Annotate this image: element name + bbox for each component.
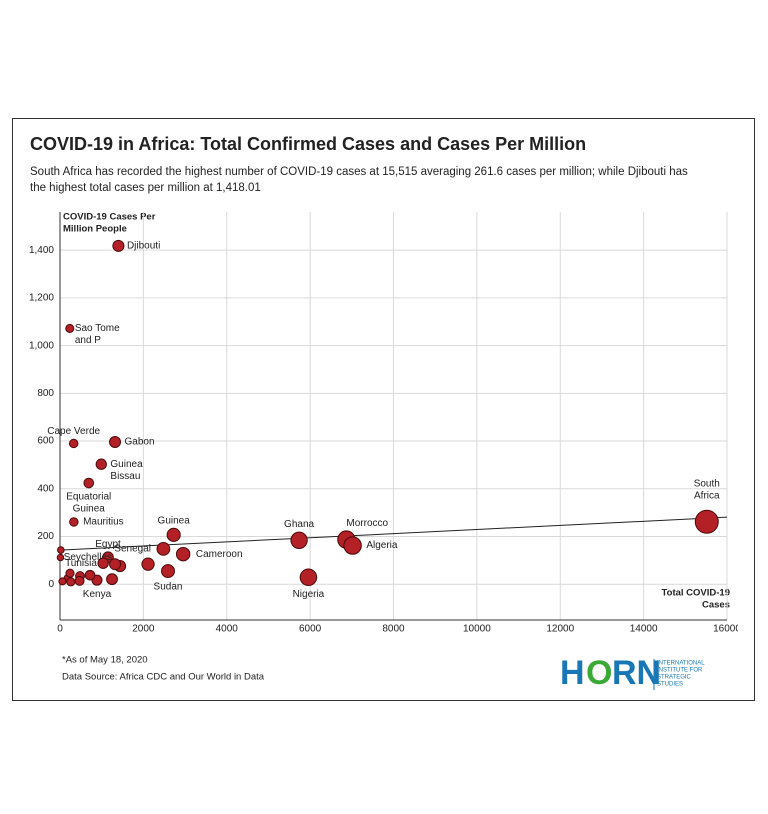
- x-axis-label: Total COVID-19: [662, 588, 730, 599]
- point-label: Tunisia: [65, 558, 97, 569]
- point-label: Morrocco: [346, 518, 388, 529]
- point: [56, 553, 65, 562]
- card-border: [12, 118, 755, 701]
- point: [57, 546, 65, 554]
- point-label: Nigeria: [293, 589, 325, 600]
- point: [95, 458, 107, 470]
- point-label: Bissau: [110, 471, 140, 482]
- point-label: Senegal: [114, 544, 151, 555]
- point: [112, 239, 125, 252]
- point-label: and P: [75, 335, 101, 346]
- point: [166, 527, 181, 542]
- chart-title: COVID-19 in Africa: Total Confirmed Case…: [30, 134, 586, 154]
- point-label: Cape Verde: [47, 426, 100, 437]
- point: [343, 536, 362, 555]
- y-tick-label: 600: [37, 436, 54, 447]
- point: [175, 546, 191, 562]
- y-tick-label: 400: [37, 483, 54, 494]
- point: [109, 436, 122, 448]
- y-tick-label: 200: [37, 531, 54, 542]
- logo: H O RN INTERNATIONAL INSTITUTE FOR STRAT…: [560, 654, 705, 692]
- subtitle: South Africa has recorded the highest nu…: [30, 166, 688, 178]
- logo-tagline: STUDIES: [657, 682, 683, 688]
- subtitle: the highest total cases per million at 1…: [30, 182, 261, 194]
- x-tick-label: 6000: [299, 624, 322, 635]
- y-tick-label: 0: [48, 579, 54, 590]
- x-tick-label: 4000: [216, 624, 239, 635]
- x-tick-label: 16000: [713, 624, 741, 635]
- point: [65, 568, 75, 578]
- point-label: Guinea: [110, 459, 143, 470]
- point-label: Guinea: [73, 504, 106, 515]
- y-axis-label: COVID-19 Cases Per: [63, 212, 156, 223]
- point: [84, 569, 96, 581]
- y-tick-label: 1,200: [29, 293, 54, 304]
- point: [161, 564, 175, 579]
- point: [299, 568, 318, 587]
- point: [106, 573, 118, 586]
- point-label: Kenya: [83, 589, 112, 600]
- point: [58, 577, 67, 586]
- x-tick-label: 12000: [546, 624, 574, 635]
- x-tick-label: 14000: [630, 624, 658, 635]
- y-axis-label: Million People: [63, 224, 127, 235]
- point-label: Sao Tome: [75, 323, 120, 334]
- x-tick-label: 0: [57, 624, 63, 635]
- footnote: *As of May 18, 2020: [62, 655, 148, 666]
- trend-line: [59, 516, 728, 551]
- point-label: Equatorial: [66, 492, 111, 503]
- x-tick-label: 8000: [382, 624, 405, 635]
- logo-letter: RN: [612, 654, 661, 692]
- point-label: Gabon: [125, 437, 155, 448]
- point: [109, 558, 122, 571]
- y-tick-label: 1,000: [29, 340, 54, 351]
- y-tick-label: 800: [37, 388, 54, 399]
- logo-tagline: STRATEGIC: [657, 675, 692, 681]
- x-tick-label: 2000: [132, 624, 155, 635]
- point-label: Ghana: [284, 519, 314, 530]
- y-tick-label: 1,400: [29, 245, 54, 256]
- point-label: South: [694, 478, 720, 489]
- point: [290, 531, 308, 549]
- point-label: Sudan: [154, 582, 183, 593]
- x-tick-label: 10000: [463, 624, 491, 635]
- x-axis-label: Cases: [702, 600, 730, 611]
- point: [68, 438, 79, 449]
- logo-letter: O: [586, 654, 612, 692]
- point-label: Seychelles: [64, 552, 112, 563]
- point: [97, 557, 109, 569]
- point-label: Algeria: [366, 540, 398, 551]
- point: [141, 557, 155, 571]
- point: [66, 577, 76, 587]
- logo-tagline: INTERNATIONAL: [657, 661, 705, 667]
- point-label: Africa: [694, 490, 720, 501]
- point-label: Egypt: [95, 539, 121, 550]
- logo-tagline: INSTITUTE FOR: [657, 668, 703, 674]
- point: [69, 517, 79, 527]
- point: [65, 323, 75, 333]
- point-label: Cameroon: [196, 549, 243, 560]
- point-label: Guinea: [158, 515, 191, 526]
- point: [694, 509, 719, 534]
- point: [83, 477, 95, 489]
- point: [74, 575, 85, 586]
- logo-letter: H: [560, 654, 585, 692]
- point: [156, 541, 171, 556]
- point-label: Mauritius: [83, 517, 124, 528]
- point-label: Djibouti: [127, 241, 160, 252]
- source: Data Source: Africa CDC and Our World in…: [62, 672, 265, 683]
